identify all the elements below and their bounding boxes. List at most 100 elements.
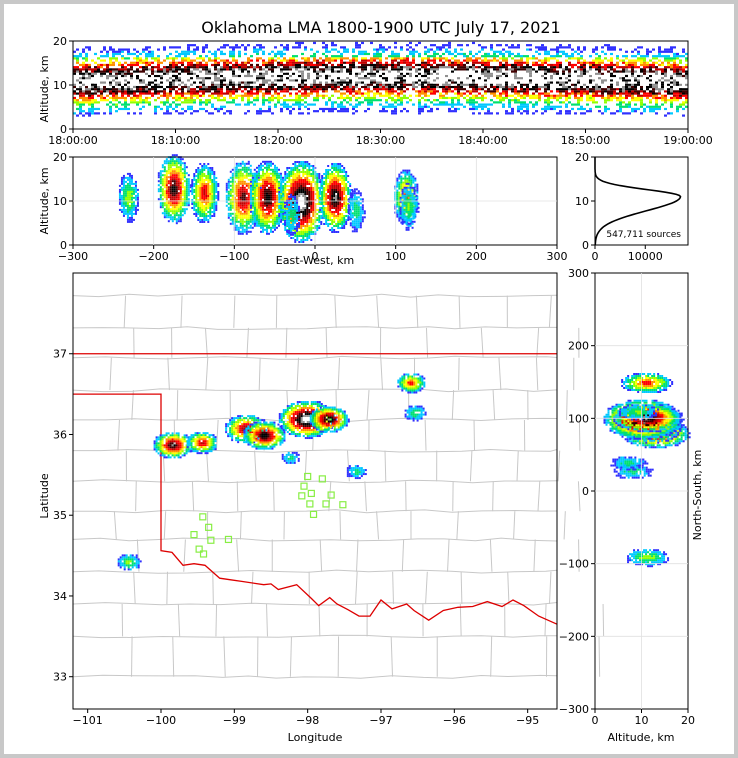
ew-cell-west-panhandle bbox=[165, 208, 168, 211]
time-height-cell bbox=[406, 44, 409, 47]
ew-cell-west-2 bbox=[213, 193, 216, 195]
time-height-cell bbox=[541, 83, 544, 86]
ew-cell-west-2 bbox=[205, 205, 208, 207]
time-height-cell bbox=[235, 63, 238, 67]
time-height-cell bbox=[319, 94, 322, 97]
time-height-cell bbox=[520, 83, 523, 86]
time-height-cell bbox=[172, 107, 175, 111]
time-height-cell bbox=[205, 85, 208, 89]
time-height-cell bbox=[292, 63, 295, 67]
time-height-cell bbox=[277, 94, 280, 97]
time-height-cell bbox=[412, 66, 415, 69]
time-height-cell bbox=[622, 83, 625, 86]
time-height-cell bbox=[379, 74, 382, 78]
time-height-cell bbox=[349, 99, 352, 102]
time-height-cell bbox=[610, 66, 613, 69]
time-height-cell bbox=[307, 68, 310, 71]
time-height-cell bbox=[421, 59, 424, 62]
time-height-cell bbox=[136, 74, 139, 78]
time-height-cell bbox=[442, 68, 445, 71]
time-height-cell bbox=[79, 92, 82, 95]
time-height-cell bbox=[172, 74, 175, 78]
time-height-cell bbox=[559, 70, 562, 73]
time-height-cell bbox=[583, 83, 586, 86]
time-height-cell bbox=[664, 101, 667, 104]
time-height-cell bbox=[397, 99, 400, 102]
time-height-cell bbox=[94, 66, 97, 69]
time-height-cell bbox=[220, 74, 223, 78]
time-height-cell bbox=[283, 77, 286, 80]
time-height-cell bbox=[232, 88, 235, 91]
time-height-cell bbox=[526, 105, 529, 108]
time-height-cell bbox=[307, 63, 310, 67]
time-height-cell bbox=[274, 92, 277, 95]
time-height-cell bbox=[232, 52, 235, 56]
time-height-cell bbox=[685, 101, 688, 104]
ew-cell-west-3 bbox=[235, 166, 238, 169]
time-height-cell bbox=[553, 96, 556, 100]
time-height-cell bbox=[115, 94, 118, 97]
time-height-cell bbox=[256, 63, 259, 67]
time-height-cell bbox=[454, 63, 457, 67]
time-height-cell bbox=[592, 99, 595, 102]
time-height-cell bbox=[427, 81, 430, 84]
time-height-cell bbox=[385, 105, 388, 108]
ew-cell-west-2 bbox=[197, 171, 200, 173]
time-height-cell bbox=[151, 50, 154, 53]
time-height-cell bbox=[625, 55, 628, 58]
time-height-cell bbox=[331, 85, 334, 89]
ew-cell-west-panhandle bbox=[171, 196, 174, 199]
time-height-cell bbox=[574, 81, 577, 84]
ew-cell-west-2 bbox=[201, 193, 204, 195]
time-height-cell bbox=[217, 83, 220, 86]
time-height-cell bbox=[526, 68, 529, 71]
time-height-cell bbox=[88, 46, 91, 49]
time-height-cell bbox=[568, 77, 571, 80]
time-height-cell bbox=[103, 70, 106, 73]
time-height-cell bbox=[589, 94, 592, 97]
time-height-cell bbox=[508, 63, 511, 67]
time-height-cell bbox=[589, 81, 592, 84]
time-height-cell bbox=[658, 107, 661, 111]
time-height-cell bbox=[292, 77, 295, 80]
time-height-cell bbox=[238, 46, 241, 49]
time-height-cell bbox=[580, 79, 583, 82]
time-height-cell bbox=[271, 74, 274, 78]
time-height-cell bbox=[349, 61, 352, 64]
time-height-cell bbox=[157, 57, 160, 60]
time-height-cell bbox=[100, 99, 103, 102]
time-height-cell bbox=[91, 83, 94, 86]
ew-cell-west-3 bbox=[245, 174, 248, 177]
time-height-cell bbox=[562, 83, 565, 86]
ew-cell-west-panhandle bbox=[175, 182, 178, 185]
time-height-cell bbox=[109, 79, 112, 82]
ew-cell-west-panhandle bbox=[161, 194, 164, 197]
time-height-cell bbox=[259, 83, 262, 86]
time-height-cell bbox=[76, 74, 79, 78]
time-height-cell bbox=[460, 79, 463, 82]
ew-cell-west-panhandle bbox=[169, 166, 172, 169]
time-height-cell bbox=[82, 92, 85, 95]
time-height-cell bbox=[319, 57, 322, 60]
time-height-cell bbox=[403, 81, 406, 84]
time-height-cell bbox=[625, 66, 628, 69]
time-height-cell bbox=[535, 96, 538, 100]
time-height-cell bbox=[220, 81, 223, 84]
time-height-cell bbox=[331, 44, 334, 47]
time-height-cell bbox=[610, 96, 613, 100]
time-height-cell bbox=[334, 83, 337, 86]
time-height-cell bbox=[100, 83, 103, 86]
time-height-cell bbox=[487, 55, 490, 58]
time-height-cell bbox=[502, 81, 505, 84]
time-height-cell bbox=[529, 81, 532, 84]
ew-cell-west-3 bbox=[235, 170, 238, 173]
time-height-cell bbox=[229, 88, 232, 91]
time-height-cell bbox=[325, 107, 328, 111]
ew-cell-west-3 bbox=[247, 182, 250, 185]
ew-cell-west-2 bbox=[199, 163, 202, 165]
time-height-cell bbox=[499, 68, 502, 71]
time-height-cell bbox=[481, 55, 484, 58]
time-height-cell bbox=[634, 61, 637, 64]
time-height-cell bbox=[358, 90, 361, 93]
time-height-cell bbox=[268, 61, 271, 64]
